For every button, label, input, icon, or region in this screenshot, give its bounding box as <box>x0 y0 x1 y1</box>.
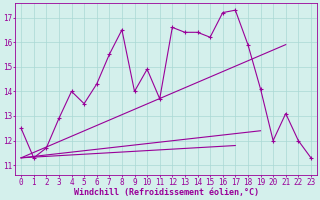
X-axis label: Windchill (Refroidissement éolien,°C): Windchill (Refroidissement éolien,°C) <box>74 188 259 197</box>
